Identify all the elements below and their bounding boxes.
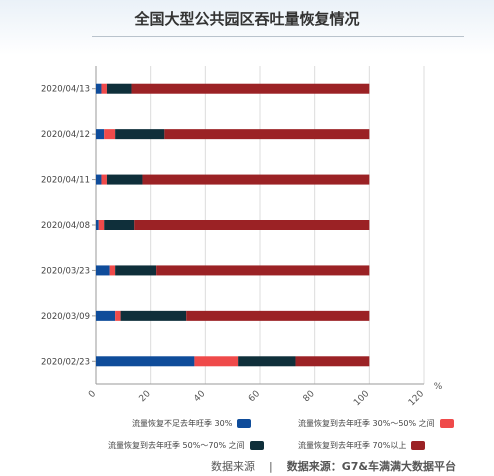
bar-segment (109, 265, 116, 276)
x-tick-label: 100 (352, 389, 371, 408)
legend-swatch (411, 441, 426, 450)
x-tick-label: 20 (138, 389, 153, 404)
bar-segment (96, 220, 99, 230)
y-category-label: 2020/03/23 (41, 266, 90, 276)
bar-segment (101, 83, 107, 94)
legend-swatch (439, 419, 454, 428)
legend-swatch (237, 419, 252, 428)
bar-segment (115, 310, 121, 321)
bar-segment (115, 129, 165, 140)
legend-label: 流量恢复到去年旺季 50%～70% 之间 (108, 441, 245, 450)
legend-item: 流量恢复到去年旺季 70%以上 (298, 440, 426, 451)
y-category-label: 2020/04/13 (41, 85, 90, 95)
legend: 流量恢复不足去年旺季 30% 流量恢复到去年旺季 30%～50% 之间 流量恢复到去… (108, 414, 458, 454)
title-underline (92, 36, 464, 37)
bar-segment (96, 129, 105, 140)
legend-swatch (249, 441, 264, 450)
legend-label: 流量恢复不足去年旺季 30% (132, 419, 233, 428)
x-tick-label: 80 (302, 389, 317, 404)
y-category-label: 2020/03/09 (41, 312, 90, 322)
bar-segment (96, 265, 110, 276)
bar-segment (104, 220, 135, 230)
bar-segment (115, 265, 157, 276)
bar-segment (96, 356, 195, 367)
bar-segment (98, 220, 105, 230)
y-category-label: 2020/04/11 (41, 176, 90, 186)
bar-segment (164, 129, 370, 140)
bar-segment (238, 356, 296, 367)
source-separator: | (269, 460, 273, 473)
bar-segment (101, 174, 107, 185)
x-tick-label: 0 (87, 389, 98, 400)
y-category-label: 2020/04/12 (41, 130, 90, 140)
bar-segment (120, 310, 187, 321)
bar-segment (134, 220, 370, 230)
x-tick-label: 60 (247, 389, 262, 404)
source-text: 数据来源：G7&车满满大数据平台 (286, 460, 456, 473)
chart-title: 全国大型公共园区吞吐量恢复情况 (134, 10, 360, 28)
legend-item: 流量恢复到去年旺季 50%～70% 之间 (108, 440, 264, 451)
bar-segment (156, 265, 370, 276)
bar-segment (96, 174, 102, 185)
y-category-label: 2020/02/23 (41, 357, 90, 367)
bar-segment (106, 174, 143, 185)
legend-label: 流量恢复到去年旺季 70%以上 (298, 441, 407, 450)
x-tick-label: 120 (407, 389, 426, 408)
bar-segment (96, 83, 102, 94)
x-tick-label: 40 (192, 389, 207, 404)
legend-item: 流量恢复到去年旺季 30%～50% 之间 (298, 418, 454, 429)
y-category-label: 2020/04/08 (41, 221, 90, 231)
source-prefix: 数据来源 (211, 460, 255, 473)
bar-segment (96, 310, 116, 321)
bar-segment (104, 129, 116, 140)
source-note: 数据来源 | 数据来源：G7&车满满大数据平台 (211, 458, 456, 474)
bar-segment (186, 310, 370, 321)
legend-item: 流量恢复不足去年旺季 30% (132, 418, 252, 429)
bar-segment (131, 83, 370, 94)
bar-segment (142, 174, 370, 185)
legend-label: 流量恢复到去年旺季 30%～50% 之间 (298, 419, 435, 428)
x-unit-label: % (434, 382, 443, 392)
bar-segment (194, 356, 239, 367)
bar-segment (106, 83, 132, 94)
bar-segment (295, 356, 370, 367)
